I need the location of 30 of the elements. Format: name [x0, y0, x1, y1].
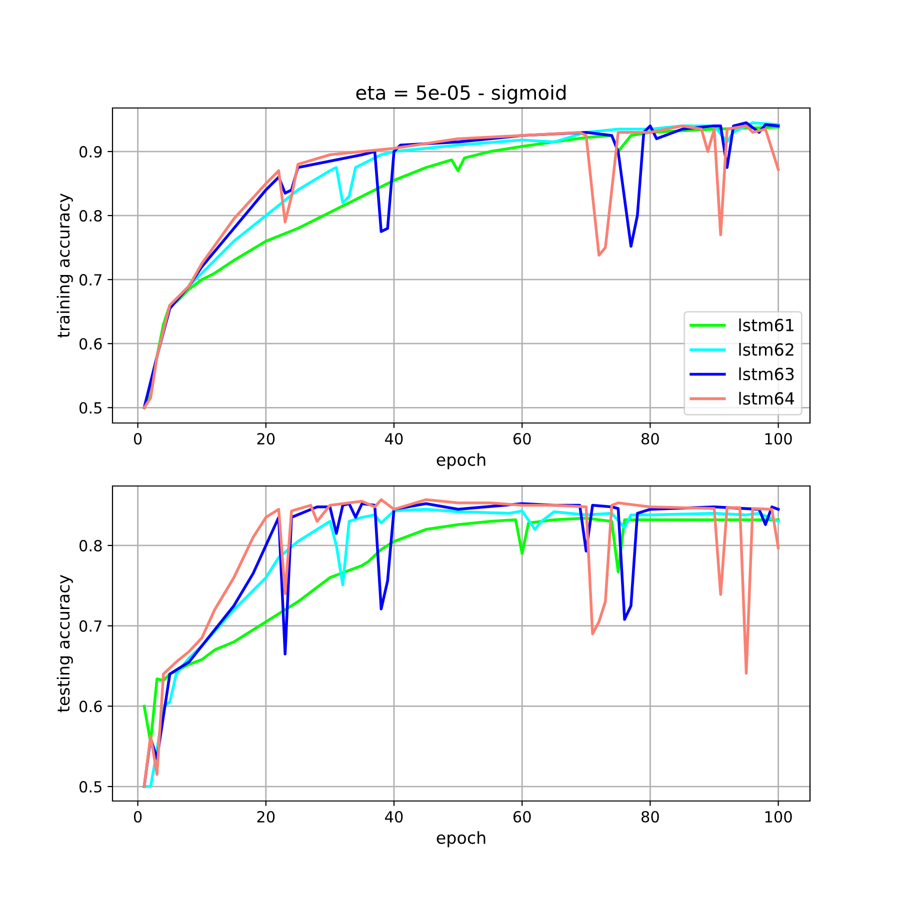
y-axis-title: testing accuracy	[56, 574, 73, 712]
x-tick-label: 100	[765, 432, 792, 445]
y-tick-label: 0.6	[79, 700, 102, 712]
x-tick-label: 20	[257, 432, 275, 445]
x-tick-label: 20	[257, 810, 275, 823]
y-tick-label: 0.7	[79, 620, 102, 632]
legend-label: lstm64	[739, 392, 794, 405]
y-tick-label: 0.6	[79, 338, 102, 350]
legend-label: lstm61	[739, 318, 794, 332]
legend-label: lstm63	[739, 367, 794, 380]
x-tick-label: 80	[642, 432, 659, 445]
x-tick-label: 40	[385, 432, 403, 445]
y-tick-label: 0.5	[79, 402, 102, 414]
x-tick-label: 0	[134, 432, 142, 445]
y-axis-title: training accuracy	[56, 193, 73, 338]
x-tick-label: 40	[385, 810, 403, 823]
x-tick-label: 100	[765, 810, 792, 823]
y-tick-label: 0.7	[79, 274, 102, 286]
legend-label: lstm62	[739, 342, 794, 356]
y-tick-label: 0.9	[79, 146, 102, 158]
x-axis-title: epoch	[436, 831, 486, 848]
chart-title: eta = 5e-05 - sigmoid	[356, 84, 566, 104]
x-tick-label: 0	[134, 810, 142, 823]
x-tick-label: 80	[642, 810, 659, 823]
x-tick-label: 60	[513, 432, 531, 445]
y-tick-label: 0.8	[79, 210, 102, 222]
x-tick-label: 60	[513, 810, 531, 823]
y-tick-label: 0.8	[79, 540, 102, 552]
x-axis-title: epoch	[436, 453, 486, 470]
y-tick-label: 0.5	[79, 781, 102, 793]
